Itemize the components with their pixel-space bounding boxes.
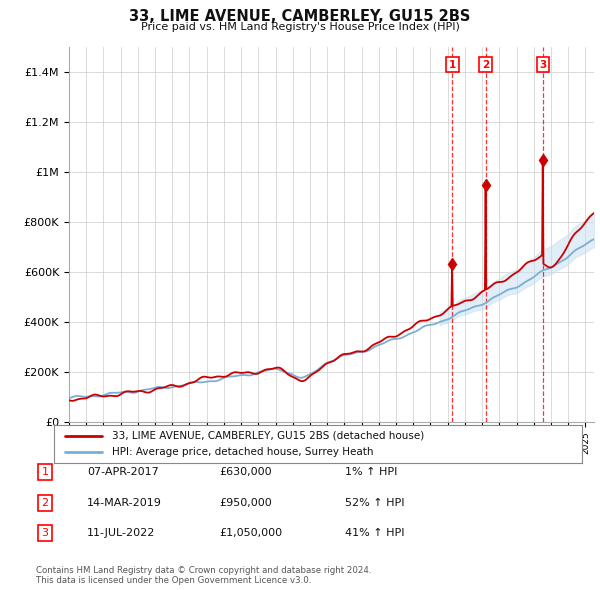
- Text: 33, LIME AVENUE, CAMBERLEY, GU15 2BS: 33, LIME AVENUE, CAMBERLEY, GU15 2BS: [130, 9, 470, 24]
- Text: HPI: Average price, detached house, Surrey Heath: HPI: Average price, detached house, Surr…: [112, 447, 374, 457]
- Text: 2: 2: [41, 498, 49, 507]
- Text: 33, LIME AVENUE, CAMBERLEY, GU15 2BS (detached house): 33, LIME AVENUE, CAMBERLEY, GU15 2BS (de…: [112, 431, 424, 441]
- Text: £630,000: £630,000: [219, 467, 272, 477]
- Text: 07-APR-2017: 07-APR-2017: [87, 467, 159, 477]
- Text: 14-MAR-2019: 14-MAR-2019: [87, 498, 162, 507]
- Text: Contains HM Land Registry data © Crown copyright and database right 2024.: Contains HM Land Registry data © Crown c…: [36, 566, 371, 575]
- Text: 41% ↑ HPI: 41% ↑ HPI: [345, 529, 404, 538]
- Text: 52% ↑ HPI: 52% ↑ HPI: [345, 498, 404, 507]
- Text: £1,050,000: £1,050,000: [219, 529, 282, 538]
- Text: Price paid vs. HM Land Registry's House Price Index (HPI): Price paid vs. HM Land Registry's House …: [140, 22, 460, 32]
- Text: 1: 1: [449, 60, 456, 70]
- Text: 3: 3: [539, 60, 547, 70]
- Text: £950,000: £950,000: [219, 498, 272, 507]
- Text: This data is licensed under the Open Government Licence v3.0.: This data is licensed under the Open Gov…: [36, 576, 311, 585]
- Text: 2: 2: [482, 60, 489, 70]
- Text: 1: 1: [41, 467, 49, 477]
- Text: 1% ↑ HPI: 1% ↑ HPI: [345, 467, 397, 477]
- Text: 3: 3: [41, 529, 49, 538]
- Text: 11-JUL-2022: 11-JUL-2022: [87, 529, 155, 538]
